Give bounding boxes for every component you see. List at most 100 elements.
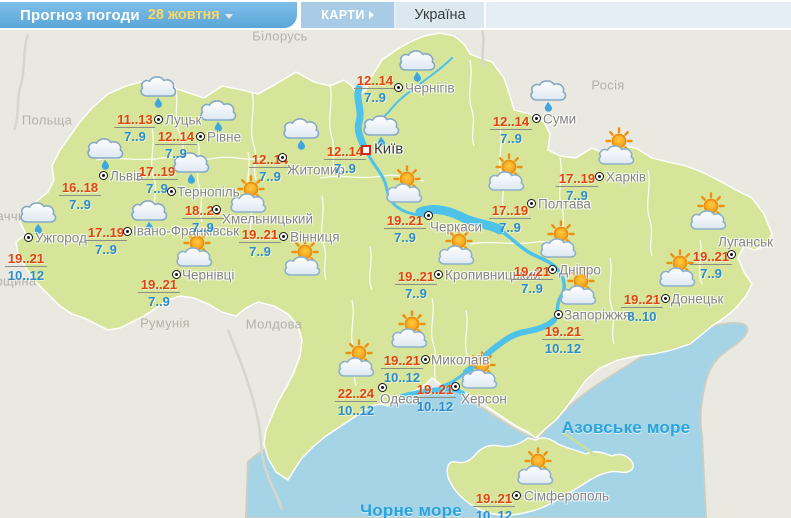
day-temp: 19..21 [4,252,48,267]
night-temp: 7..9 [566,188,588,203]
day-temp: 19..21 [238,228,282,243]
city-marker[interactable] [661,294,670,303]
night-temp: 10..12 [383,370,421,385]
city-marker[interactable] [451,382,460,391]
city-marker[interactable] [196,132,205,141]
city-label[interactable]: Запоріжжя [564,307,631,323]
capital-marker[interactable] [361,145,371,155]
city-label[interactable]: Дніпро [559,262,601,278]
city-label[interactable]: Вінниця [290,229,340,245]
date-selector[interactable]: 28 жовтня [148,7,233,23]
city-label[interactable]: Івано-Франківськ [133,223,240,239]
city-marker[interactable] [24,233,33,242]
day-temp: 19..21 [383,214,427,229]
maps-button[interactable]: КАРТИ [301,2,394,28]
city-label[interactable]: Миколаїв [431,352,490,368]
day-temp: 17..19 [84,226,128,241]
city-marker[interactable] [123,227,132,236]
city-marker[interactable] [172,270,181,279]
city-label[interactable]: Кропивницький [445,267,541,283]
city-label[interactable]: Тернопіль [177,184,240,200]
sea-label: Азовське море [561,418,691,437]
city-label[interactable]: Одеса [380,391,420,407]
temperature-block: 19..21 10..12 [472,490,516,518]
city-marker[interactable] [727,250,736,259]
city-label[interactable]: Луганськ [718,234,774,250]
temperature-block: 19..21 7..9 [383,212,427,244]
night-temp: 7..9 [364,90,386,105]
day-temp: 12..14 [489,115,533,130]
city-label[interactable]: Рівне [207,129,242,145]
city-marker[interactable] [279,232,288,241]
sun-cloud-icon [336,338,380,382]
city-marker[interactable] [394,83,403,92]
night-temp: 10..12 [337,403,375,418]
country-label: Білорусь [252,28,308,44]
day-temp: 19..21 [472,492,516,507]
city-label[interactable]: Херсон [461,391,507,407]
city-label[interactable]: Чернігів [405,80,455,96]
night-temp: 7..9 [499,220,521,235]
city-marker[interactable] [554,310,563,319]
day-temp: 12..14 [154,130,198,145]
day-temp: 19..21 [413,383,457,398]
city-marker[interactable] [512,491,521,500]
city-marker[interactable] [434,270,443,279]
night-temp: 7..9 [405,286,427,301]
city-marker[interactable] [154,115,163,124]
temperature-block: 19..21 7..9 [510,263,554,295]
city-label[interactable]: Донецьк [671,291,724,307]
city-label[interactable]: Чернівці [182,267,235,283]
temperature-block: 12..14 7..9 [154,128,198,160]
sun-cloud-icon [486,152,530,196]
temperature-block: 19..21 10..12 [380,352,424,385]
city-label[interactable]: Суми [543,111,577,127]
rain-cloud-icon [397,43,437,83]
day-temp: 17..19 [135,165,179,180]
day-temp: 17..19 [555,172,599,187]
day-temp: 19..21 [510,265,554,280]
city-label[interactable]: Харків [606,169,647,185]
city-label[interactable]: Житомир [287,162,345,178]
city-label[interactable]: Київ [374,140,404,158]
sun-cloud-icon [596,126,640,170]
city-marker[interactable] [548,265,557,274]
city-marker[interactable] [212,205,221,214]
temperature-block: 19..21 7..9 [394,268,438,301]
city-marker[interactable] [378,383,387,392]
rain-cloud-icon [18,195,58,235]
city-marker[interactable] [99,171,108,180]
city-marker[interactable] [527,199,536,208]
rain-cloud-icon [281,111,321,151]
tab-ukraine[interactable]: Україна [396,2,486,28]
city-marker[interactable] [278,153,287,162]
city-label[interactable]: Луцьк [165,112,202,128]
day-temp: 19..21 [620,293,664,308]
sun-cloud-icon [389,309,433,353]
city-label[interactable]: Черкаси [430,219,483,235]
city-label[interactable]: Полтава [538,196,591,212]
date-label[interactable]: 28 жовтня [147,7,220,23]
night-temp: 7..9 [700,266,722,281]
city-marker[interactable] [595,172,604,181]
day-temp: 19..21 [380,354,424,369]
night-temp: 7..9 [146,181,168,196]
city-label[interactable]: Львів [110,168,144,184]
night-temp: 7..9 [259,169,281,184]
map-base [0,30,791,518]
night-temp: 10..12 [416,399,454,414]
arabat-spit [561,430,597,457]
city-marker[interactable] [532,114,541,123]
city-marker[interactable] [421,355,430,364]
city-label[interactable]: Сімферополь [524,488,610,504]
maps-button-label: КАРТИ [321,8,365,22]
sun-cloud-icon [538,219,582,263]
night-temp: 10..12 [7,268,45,283]
temperature-block: 17..19 7..9 [555,170,599,203]
city-marker[interactable] [167,187,176,196]
temperature-block: 12..14 7..9 [353,72,397,105]
city-marker[interactable] [424,211,433,220]
city-label[interactable]: Ужгород [35,230,87,246]
city-label[interactable]: Хмельницький [222,211,314,227]
